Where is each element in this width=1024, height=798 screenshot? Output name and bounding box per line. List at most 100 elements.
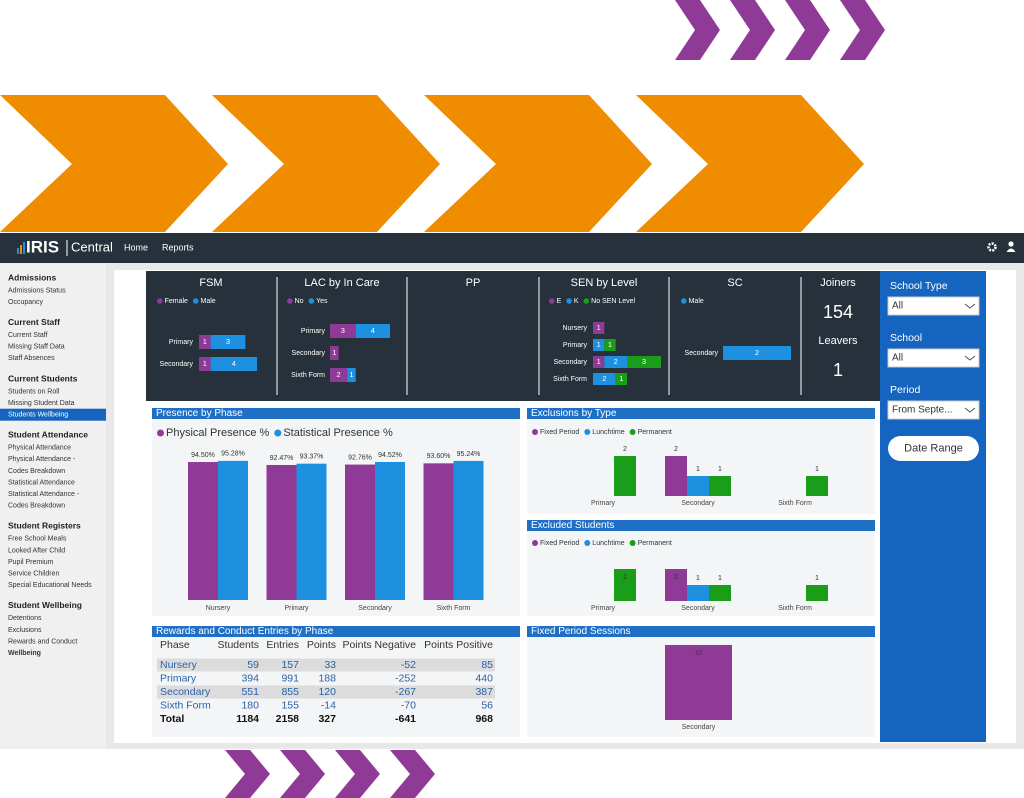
sidebar-item[interactable]: Statistical Attendance - <box>8 491 80 498</box>
table-cell: 991 <box>281 672 299 684</box>
kpi-value-label: 4 <box>371 326 375 335</box>
kpi-category: Sixth Form <box>291 372 325 379</box>
kpi-title: SEN by Level <box>571 277 638 289</box>
table-cell: 157 <box>281 659 299 671</box>
bar <box>453 460 484 600</box>
sidebar-item[interactable]: Looked After Child <box>8 547 65 554</box>
sidebar-item[interactable]: Current Staff <box>8 332 48 339</box>
sidebar-item[interactable]: Detentions <box>8 615 42 622</box>
kpi-bar <box>615 373 627 385</box>
value-label: 93.60% <box>427 453 451 460</box>
kpi-value-label: 1 <box>608 340 612 349</box>
sidebar-item[interactable]: Staff Absences <box>8 355 55 362</box>
sidebar-item[interactable]: Occupancy <box>8 299 44 306</box>
x-tick-label: Sixth Form <box>778 500 812 507</box>
value-label: 92.76% <box>348 454 372 461</box>
legend-label: No SEN Level <box>591 298 635 305</box>
kpi-value-label: 1 <box>597 357 601 366</box>
sidebar-item[interactable]: Special Educational Needs <box>8 582 92 589</box>
table-total-cell: 2158 <box>276 713 300 725</box>
kpi-value: 154 <box>823 302 853 322</box>
table-total-cell: Total <box>160 713 184 725</box>
kpi-bar <box>593 373 616 385</box>
sidebar <box>0 263 106 749</box>
kpi-category: Primary <box>563 342 588 349</box>
legend-dot <box>584 540 591 546</box>
kpi-dividers <box>276 277 802 395</box>
value-label: 1 <box>696 466 700 473</box>
table-cell: -52 <box>401 659 416 671</box>
filter-label: School Type <box>890 280 948 292</box>
sidebar-item[interactable]: Students Wellbeing <box>8 412 68 419</box>
sidebar-item[interactable]: Rewards and Conduct <box>8 638 77 645</box>
settings-icon[interactable] <box>987 242 997 252</box>
sidebar-item[interactable]: Physical Attendance - <box>8 456 76 463</box>
sidebar-item[interactable]: Service Children <box>8 571 59 578</box>
product-name: Central <box>71 239 113 254</box>
filter-select[interactable] <box>887 400 980 420</box>
kpi-category: Primary <box>301 328 326 335</box>
chart-header <box>527 626 875 637</box>
legend-label: Statistical Presence % <box>283 427 393 439</box>
filter-value: All <box>892 301 903 312</box>
bar <box>345 464 375 600</box>
filter-select[interactable] <box>887 348 980 368</box>
filter-select[interactable] <box>887 296 980 316</box>
x-tick-label: Nursery <box>206 605 231 612</box>
value-label: 93.37% <box>300 454 324 461</box>
x-tick-label: Sixth Form <box>437 605 471 612</box>
kpi-bar <box>330 368 348 382</box>
kpi-category: Sixth Form <box>553 376 587 383</box>
value-label: 2 <box>674 574 678 581</box>
kpi-value-label: 1 <box>203 337 207 346</box>
chart-header <box>527 520 875 531</box>
x-tick-label: Primary <box>284 605 309 612</box>
x-tick-label: Sixth Form <box>778 605 812 612</box>
sidebar-item[interactable]: Wellbeing <box>8 650 41 657</box>
kpi-value-label: 1 <box>597 323 601 332</box>
table-cell: -252 <box>395 672 416 684</box>
table-cell: 188 <box>318 672 336 684</box>
sidebar-heading: Admissions <box>8 272 56 282</box>
dropdown-arrow <box>964 355 976 361</box>
value-label: 94.52% <box>378 452 402 459</box>
table-cell: 855 <box>281 686 299 698</box>
sidebar-item[interactable]: Students on Roll <box>8 388 60 395</box>
legend-dot <box>157 298 163 304</box>
kpi-title: LAC by In Care <box>304 277 379 289</box>
sidebar-item[interactable]: Missing Staff Data <box>8 344 65 351</box>
sidebar-item[interactable]: Codes Breakdown <box>8 503 65 510</box>
sidebar-item[interactable]: Free School Meals <box>8 536 67 543</box>
legend-dot <box>583 298 590 304</box>
kpi-value-label: 3 <box>341 326 345 335</box>
table-column-header: Points <box>307 639 336 651</box>
nav-link[interactable]: Reports <box>162 242 194 252</box>
bar <box>375 462 405 600</box>
chart-header <box>152 408 520 419</box>
date-range-button[interactable] <box>888 436 979 461</box>
sidebar-item[interactable]: Physical Attendance <box>8 445 71 452</box>
table-cell: 551 <box>241 686 259 698</box>
kpi-category: Secondary <box>160 361 194 368</box>
sidebar-item[interactable]: Admissions Status <box>8 287 66 294</box>
legend-label: Fixed Period <box>540 540 579 547</box>
value-label: 94.50% <box>191 452 215 459</box>
kpi-bar <box>210 357 257 371</box>
kpi-value-label: 2 <box>602 374 606 383</box>
sidebar-item[interactable]: Missing Student Data <box>8 400 75 407</box>
table-cell: -267 <box>395 686 416 698</box>
sidebar-item[interactable]: Statistical Attendance <box>8 479 75 486</box>
legend-label: Male <box>201 298 216 305</box>
sidebar-item[interactable]: Codes Breakdown <box>8 468 65 475</box>
kpi-bar <box>627 356 661 368</box>
chart-panel <box>527 419 875 514</box>
user-icon[interactable] <box>1006 241 1016 252</box>
legend-dot <box>532 429 538 435</box>
sidebar-item[interactable]: Exclusions <box>8 627 42 634</box>
nav-link[interactable]: Home <box>124 242 148 252</box>
legend-dot <box>532 540 538 546</box>
sidebar-item[interactable]: Pupil Premium <box>8 559 54 566</box>
value-label: 95.28% <box>221 451 245 458</box>
